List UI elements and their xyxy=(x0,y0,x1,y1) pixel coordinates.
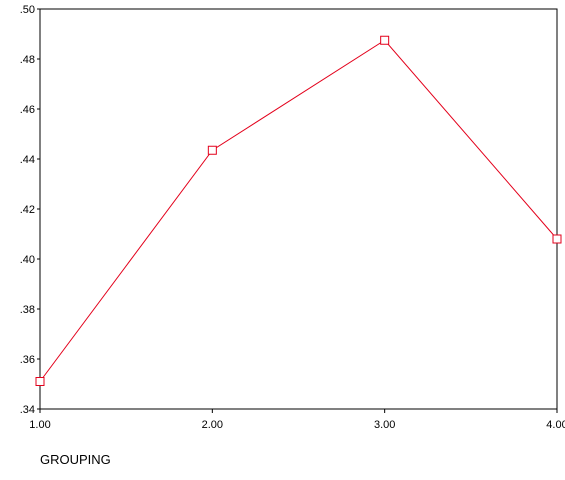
plot-frame xyxy=(39,8,558,410)
y-tick-label: .34 xyxy=(20,404,35,416)
x-axis: 1.00 2.00 3.00 4.00 xyxy=(29,409,565,431)
x-axis-title: GROUPING xyxy=(40,452,111,467)
series-markers xyxy=(35,35,562,386)
series-line xyxy=(39,39,558,382)
y-tick-label: .50 xyxy=(20,4,35,16)
x-tick-label: 4.00 xyxy=(546,419,565,431)
y-tick-label: .40 xyxy=(20,254,35,266)
x-tick-label: 3.00 xyxy=(374,419,395,431)
data-point xyxy=(207,145,217,155)
y-axis: .34 .36 .38 .40 .42 .44 .46 .48 .50 xyxy=(20,4,40,416)
data-point xyxy=(552,234,562,244)
y-tick-label: .44 xyxy=(20,154,35,166)
y-tick-label: .42 xyxy=(20,204,35,216)
x-tick-label: 2.00 xyxy=(202,419,223,431)
y-tick-label: .38 xyxy=(20,304,35,316)
y-tick-label: .48 xyxy=(20,54,35,66)
data-point xyxy=(35,377,45,386)
y-tick-label: .46 xyxy=(20,104,35,116)
x-tick-label: 1.00 xyxy=(29,419,50,431)
y-tick-label: .36 xyxy=(20,354,35,366)
data-point xyxy=(380,35,390,45)
